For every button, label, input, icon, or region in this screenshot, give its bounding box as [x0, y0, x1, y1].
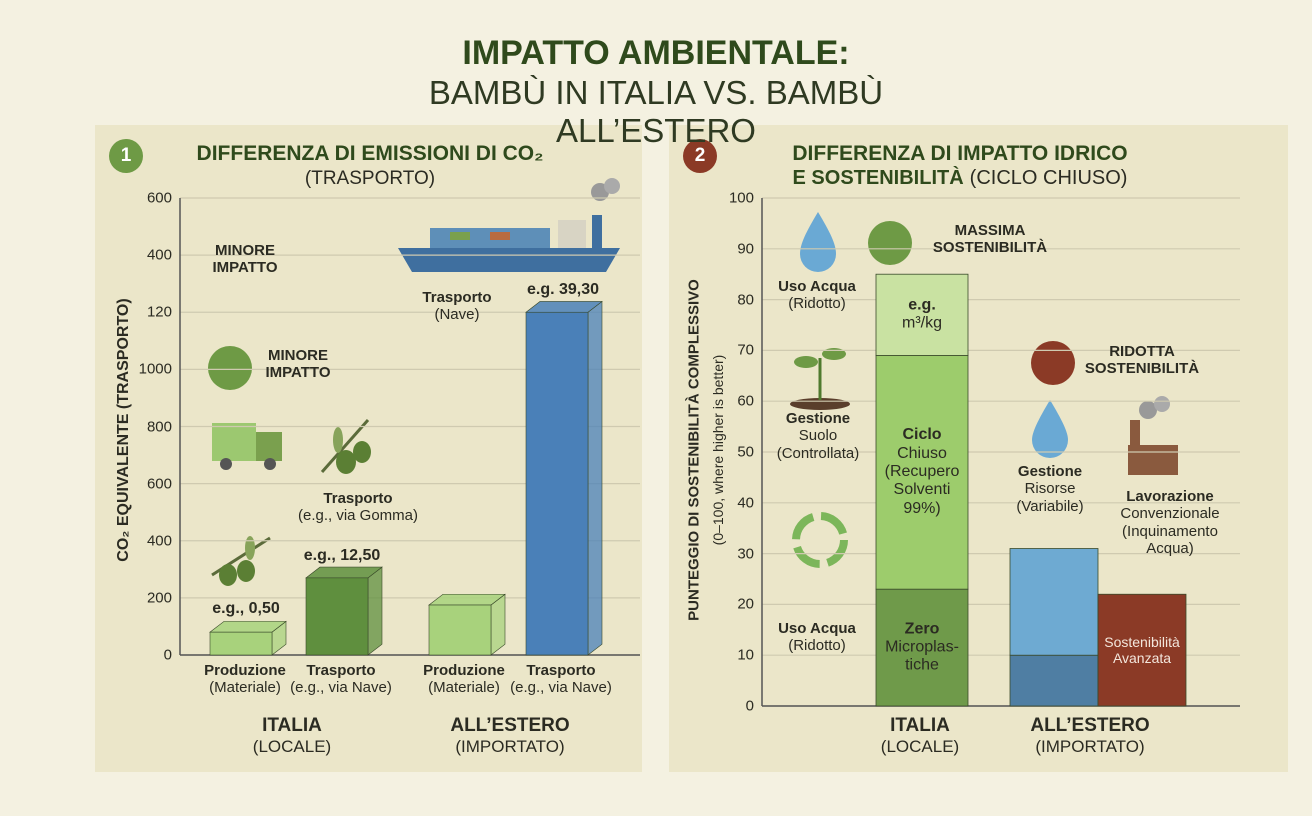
segment-label: e.g. m³/kg	[901, 296, 942, 332]
green-circle	[868, 221, 912, 265]
page-subtitle: BAMBÙ IN ITALIA VS. BAMBÙ ALL’ESTERO	[428, 74, 884, 149]
segment-label: Zero Microplas- tiche	[885, 619, 959, 674]
annotation: Trasporto (Nave)	[422, 289, 492, 324]
annotation: Trasporto (e.g., via Gomma)	[297, 490, 419, 525]
drop-icon	[800, 212, 836, 272]
drop-icon	[1032, 400, 1068, 458]
bar	[428, 604, 492, 656]
y-tick-label: 50	[737, 443, 754, 461]
y-tick-label: 70	[737, 341, 754, 359]
y-tick-label: 400	[146, 246, 172, 264]
group-label: ITALIA (LOCALE)	[252, 715, 332, 756]
annotation: Uso Acqua (Ridotto)	[778, 620, 856, 655]
y-axis-label: CO₂ EQUIVALENTE (TRASPORTO)	[114, 298, 132, 562]
y-tick-label: 90	[737, 240, 754, 258]
y-tick-label: 40	[737, 494, 754, 512]
factory-icon	[1128, 396, 1178, 475]
y-tick-label: 120	[146, 303, 172, 321]
y-tick-label: 600	[146, 189, 172, 207]
bar-segment	[1009, 654, 1099, 707]
annotation: MINORE IMPATTO	[265, 347, 331, 382]
group-label: ALL’ESTERO (IMPORTATO)	[1030, 715, 1150, 756]
badge	[109, 139, 143, 173]
bar-segment	[1097, 593, 1187, 707]
annotation: Gestione Risorse (Variabile)	[1016, 463, 1084, 515]
subtitle-part: (CICLO CHIUSO)	[969, 167, 1128, 189]
olive-icon	[211, 419, 371, 586]
annotation: Uso Acqua (Ridotto)	[778, 278, 856, 313]
bar	[305, 577, 369, 656]
annotation: MINORE IMPATTO	[212, 242, 278, 277]
chart-subtitle: (TRASPORTO)	[304, 168, 436, 189]
y-tick-label: 10	[737, 646, 754, 664]
annotation: e.g. 39,30	[526, 281, 600, 298]
y-tick-label: 1000	[138, 360, 172, 378]
annotation: Gestione Suolo (Controllata)	[776, 410, 860, 462]
bar-segment	[875, 588, 969, 707]
y-tick-label: 60	[737, 392, 754, 410]
segment-label: Sostenibilità Avanzata	[1104, 634, 1180, 667]
y-axis-note: (0–100, where higher is better)	[709, 354, 726, 546]
subtitle-part: E SOSTENIBILITÀ	[792, 167, 964, 189]
annotation: RIDOTTA SOSTENIBILITÀ	[1084, 343, 1200, 378]
bar-segment	[875, 273, 969, 356]
y-tick-label: 0	[745, 697, 754, 715]
y-axis-label: PUNTEGGIO DI SOSTENIBILITÀ COMPLESSIVO	[685, 279, 703, 621]
bar	[525, 311, 589, 656]
bar-side	[367, 566, 383, 656]
green-circle	[208, 346, 252, 390]
annotation: MASSIMA SOSTENIBILITÀ	[932, 222, 1048, 257]
x-tick-label: Produzione (Materiale)	[423, 662, 505, 697]
y-tick-label: 800	[146, 418, 172, 435]
bar-side	[587, 300, 603, 656]
x-tick-label: Trasporto (e.g., via Nave)	[510, 662, 612, 697]
recycle-icon	[792, 512, 848, 568]
y-tick-label: 80	[737, 291, 754, 309]
y-tick-label: 200	[146, 589, 172, 607]
annotation: Lavorazione Convenzionale (Inquinamento …	[1120, 488, 1220, 557]
red-circle	[1031, 341, 1075, 385]
segment-label: Ciclo Chiuso (Recupero Solventi 99%)	[884, 426, 960, 517]
chart-title: DIFFERENZA DI EMISSIONI DI CO₂	[196, 142, 544, 165]
page-title: IMPATTO AMBIENTALE:	[462, 34, 850, 72]
annotation: e.g., 12,50	[303, 547, 381, 564]
bar	[209, 631, 273, 656]
group-label: ITALIA (LOCALE)	[880, 715, 960, 756]
bar-segment	[1009, 548, 1099, 656]
badge-number: 2	[694, 145, 706, 166]
chart-subtitle: E SOSTENIBILITÀ (CICLO CHIUSO)	[793, 167, 1128, 190]
y-tick-label: 20	[737, 595, 754, 613]
x-tick-label: Trasporto (e.g., via Nave)	[290, 662, 392, 697]
truck-icon	[212, 423, 282, 470]
annotation: e.g., 0,50	[212, 600, 280, 617]
badge-number: 1	[120, 145, 132, 166]
group-label: ALL’ESTERO (IMPORTATO)	[450, 715, 570, 756]
badge	[683, 139, 717, 173]
y-tick-label: 100	[728, 189, 754, 207]
y-tick-label: 600	[146, 475, 172, 493]
y-tick-label: 30	[737, 545, 754, 563]
ship-icon	[398, 178, 620, 272]
bar-segment	[875, 355, 969, 590]
y-tick-label: 400	[146, 532, 172, 550]
y-tick-label: 0	[163, 646, 172, 664]
x-tick-label: Produzione (Materiale)	[204, 662, 286, 697]
chart-title: DIFFERENZA DI IMPATTO IDRICO	[792, 142, 1128, 165]
